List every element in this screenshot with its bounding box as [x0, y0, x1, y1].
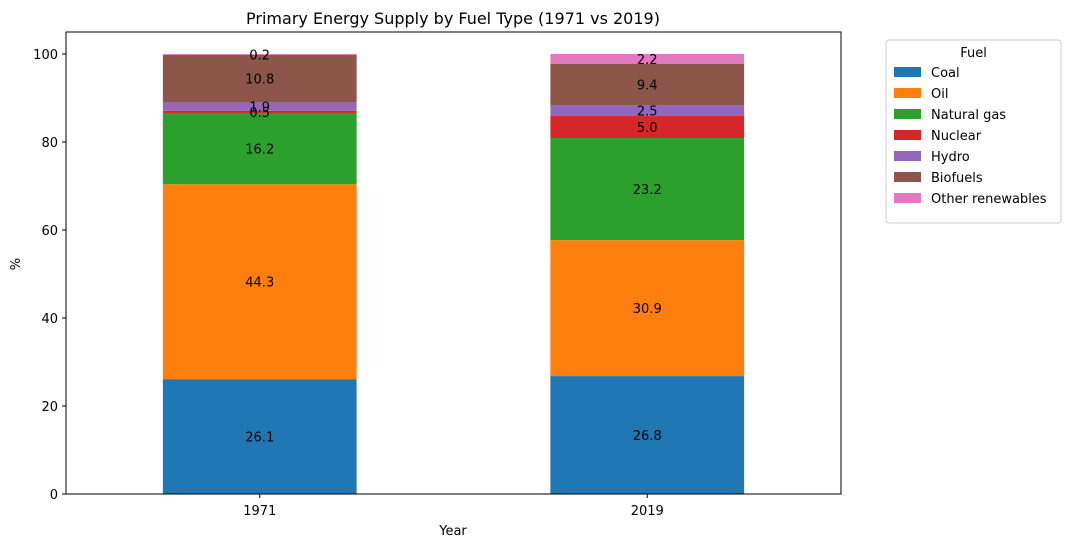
- bar-label-biofuels-1971: 10.8: [245, 73, 274, 88]
- legend-swatch-nuclear: [894, 130, 921, 140]
- bar-coal-2019: [550, 376, 745, 494]
- legend-label-other-renewables: Other renewables: [931, 192, 1047, 207]
- bar-label-oil-1971: 44.3: [245, 276, 274, 291]
- bar-oil-1971: [162, 184, 357, 380]
- bar-natural-gas-1971: [162, 112, 357, 185]
- axes-layer: 0 20 40 60 80 100 1971 2019: [33, 31, 842, 519]
- legend-title: Fuel: [960, 46, 987, 61]
- y-tick-label-0: 0: [50, 488, 58, 503]
- bar-natural-gas-2019: [550, 138, 745, 241]
- legend-box: [885, 39, 1062, 224]
- x-axis-label: Year: [438, 524, 467, 539]
- bar-label-nuclear-2019: 5.0: [637, 121, 658, 136]
- legend-swatch-oil: [894, 88, 921, 98]
- bar-label-nuclear-1971: 0.5: [249, 106, 270, 121]
- y-tick-label-100: 100: [33, 48, 58, 63]
- bar-label-coal-1971: 26.1: [245, 431, 274, 446]
- bar-label-biofuels-2019: 9.4: [637, 78, 658, 93]
- legend-label-coal: Coal: [931, 66, 960, 81]
- bar-label-other-renewables-2019: 2.2: [637, 53, 658, 68]
- bar-label-other-renewables-1971: 0.2: [249, 48, 270, 63]
- bar-hydro-2019: [550, 105, 745, 117]
- legend-label-oil: Oil: [931, 87, 948, 102]
- bar-nuclear-2019: [550, 116, 745, 139]
- y-tick-label-60: 60: [41, 224, 58, 239]
- legend-swatch-hydro: [894, 151, 921, 161]
- legend-swatch-other-renewables: [894, 193, 921, 203]
- bar-label-hydro-1971: 1.9: [249, 101, 270, 116]
- y-tick-label-80: 80: [41, 136, 58, 151]
- bars-layer: [162, 54, 745, 494]
- bar-coal-1971: [162, 379, 357, 494]
- bar-oil-2019: [550, 240, 745, 377]
- legend-label-hydro: Hydro: [931, 150, 970, 165]
- legend-label-biofuels: Biofuels: [931, 171, 983, 186]
- x-tick-label-2019: 2019: [631, 504, 664, 519]
- legend-swatch-coal: [894, 67, 921, 77]
- bar-label-hydro-2019: 2.5: [637, 105, 658, 120]
- bar-label-oil-2019: 30.9: [633, 302, 662, 317]
- bar-biofuels-1971: [162, 54, 357, 103]
- legend-label-natural-gas: Natural gas: [931, 108, 1006, 123]
- bar-biofuels-2019: [550, 63, 745, 106]
- legend-swatch-natural-gas: [894, 109, 921, 119]
- bar-hydro-1971: [162, 102, 357, 111]
- legend-swatch-biofuels: [894, 172, 921, 182]
- chart-title: Primary Energy Supply by Fuel Type (1971…: [246, 9, 660, 28]
- y-tick-label-20: 20: [41, 400, 58, 415]
- bar-nuclear-1971: [162, 110, 357, 113]
- bar-label-coal-2019: 26.8: [633, 429, 662, 444]
- plot-frame: [65, 31, 842, 495]
- bar-other-renewables-2019: [550, 54, 745, 64]
- x-tick-label-1971: 1971: [243, 504, 276, 519]
- y-axis-label: %: [9, 258, 24, 270]
- legend-label-nuclear: Nuclear: [931, 129, 982, 144]
- bar-labels-layer: 26.1 44.3 16.2 0.51.9 10.8 0.2 26.8 30.9 23.2 5.0…: [245, 48, 661, 445]
- bar-label-natural-gas-2019: 23.2: [633, 183, 662, 198]
- y-tick-label-40: 40: [41, 312, 58, 327]
- bar-other-renewables-1971: [162, 54, 357, 55]
- bar-label-natural-gas-1971: 16.2: [245, 143, 274, 158]
